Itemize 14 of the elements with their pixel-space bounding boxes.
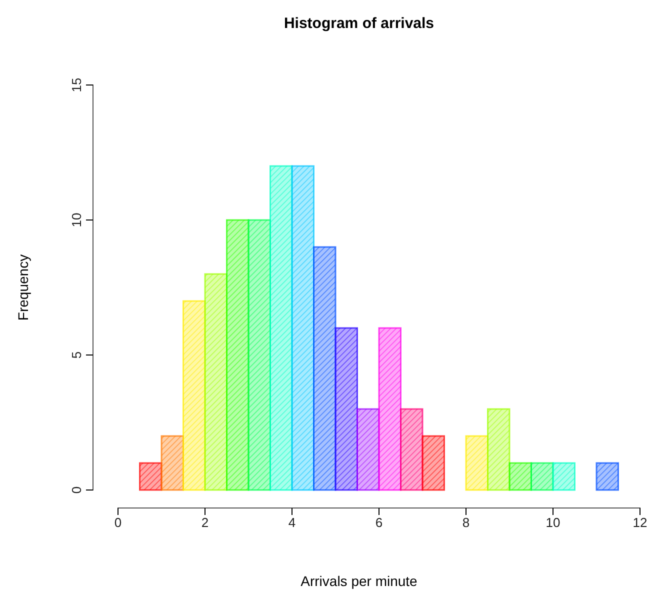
x-tick-label: 6 bbox=[375, 515, 383, 530]
y-tick-label: 10 bbox=[69, 212, 84, 228]
x-tick-label: 2 bbox=[201, 515, 209, 530]
x-axis-title: Arrivals per minute bbox=[300, 573, 418, 589]
y-axis-title: Frequency bbox=[15, 254, 31, 321]
y-tick-label: 5 bbox=[69, 351, 84, 359]
x-tick-label: 12 bbox=[632, 515, 648, 530]
y-tick-label: 15 bbox=[69, 78, 84, 92]
x-tick-label: 0 bbox=[114, 515, 122, 530]
y-tick-label: 0 bbox=[69, 486, 84, 494]
x-tick-label: 4 bbox=[288, 515, 296, 530]
chart-title: Histogram of arrivals bbox=[284, 15, 434, 32]
x-tick-label: 8 bbox=[462, 515, 470, 530]
x-tick-label: 10 bbox=[546, 515, 560, 530]
